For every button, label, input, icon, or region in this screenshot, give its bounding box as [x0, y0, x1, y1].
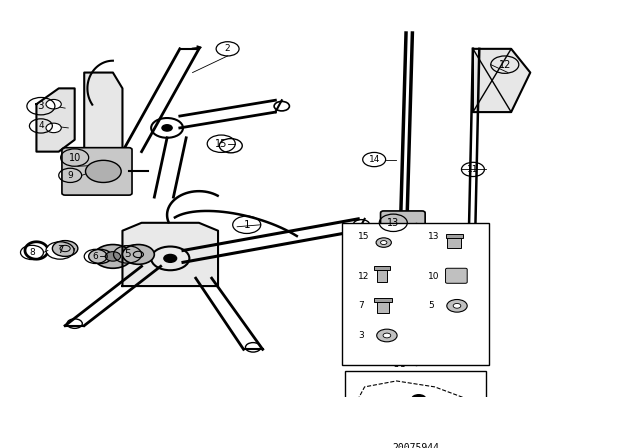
Text: 12: 12: [499, 60, 511, 69]
Text: 10: 10: [428, 271, 440, 281]
FancyBboxPatch shape: [342, 223, 489, 365]
Text: 8: 8: [29, 248, 35, 257]
FancyBboxPatch shape: [447, 238, 461, 248]
Circle shape: [376, 238, 392, 247]
Circle shape: [377, 329, 397, 342]
Circle shape: [162, 125, 172, 131]
Circle shape: [453, 303, 461, 308]
Text: 5: 5: [428, 302, 434, 310]
Text: 2: 2: [225, 44, 230, 53]
Text: 15: 15: [215, 139, 227, 149]
FancyBboxPatch shape: [378, 270, 387, 282]
Text: 14: 14: [369, 155, 380, 164]
FancyBboxPatch shape: [445, 234, 463, 238]
Circle shape: [86, 160, 121, 182]
Circle shape: [52, 241, 78, 256]
Circle shape: [164, 254, 177, 263]
FancyBboxPatch shape: [445, 268, 467, 283]
Text: 6: 6: [93, 252, 99, 261]
Circle shape: [89, 249, 111, 263]
Polygon shape: [473, 49, 531, 112]
Text: 13: 13: [387, 218, 399, 228]
Polygon shape: [84, 73, 122, 151]
Circle shape: [46, 123, 61, 133]
Polygon shape: [122, 223, 218, 286]
Circle shape: [411, 394, 426, 404]
Text: 9: 9: [67, 171, 73, 180]
FancyBboxPatch shape: [374, 298, 392, 302]
Circle shape: [383, 333, 391, 338]
Circle shape: [447, 300, 467, 312]
Circle shape: [122, 245, 154, 264]
FancyBboxPatch shape: [374, 266, 390, 270]
FancyBboxPatch shape: [381, 211, 425, 235]
Circle shape: [105, 252, 120, 261]
Text: 12: 12: [358, 271, 370, 281]
FancyBboxPatch shape: [378, 302, 389, 313]
Text: 15: 15: [358, 232, 370, 241]
FancyBboxPatch shape: [62, 148, 132, 195]
Text: 3: 3: [38, 101, 44, 111]
Text: 1: 1: [243, 220, 250, 230]
Text: 13: 13: [428, 232, 440, 241]
Text: 10: 10: [68, 153, 81, 163]
Text: 5: 5: [124, 250, 131, 259]
FancyArrowPatch shape: [192, 46, 201, 49]
Polygon shape: [36, 88, 75, 151]
Text: 4: 4: [38, 121, 44, 130]
Circle shape: [381, 241, 387, 245]
FancyBboxPatch shape: [346, 371, 486, 434]
Text: 3: 3: [358, 331, 364, 340]
Circle shape: [94, 245, 132, 268]
Text: 11: 11: [467, 165, 479, 174]
Text: 7: 7: [57, 246, 63, 255]
Text: 20075944: 20075944: [392, 443, 439, 448]
Circle shape: [46, 99, 61, 109]
Text: 7: 7: [358, 302, 364, 310]
